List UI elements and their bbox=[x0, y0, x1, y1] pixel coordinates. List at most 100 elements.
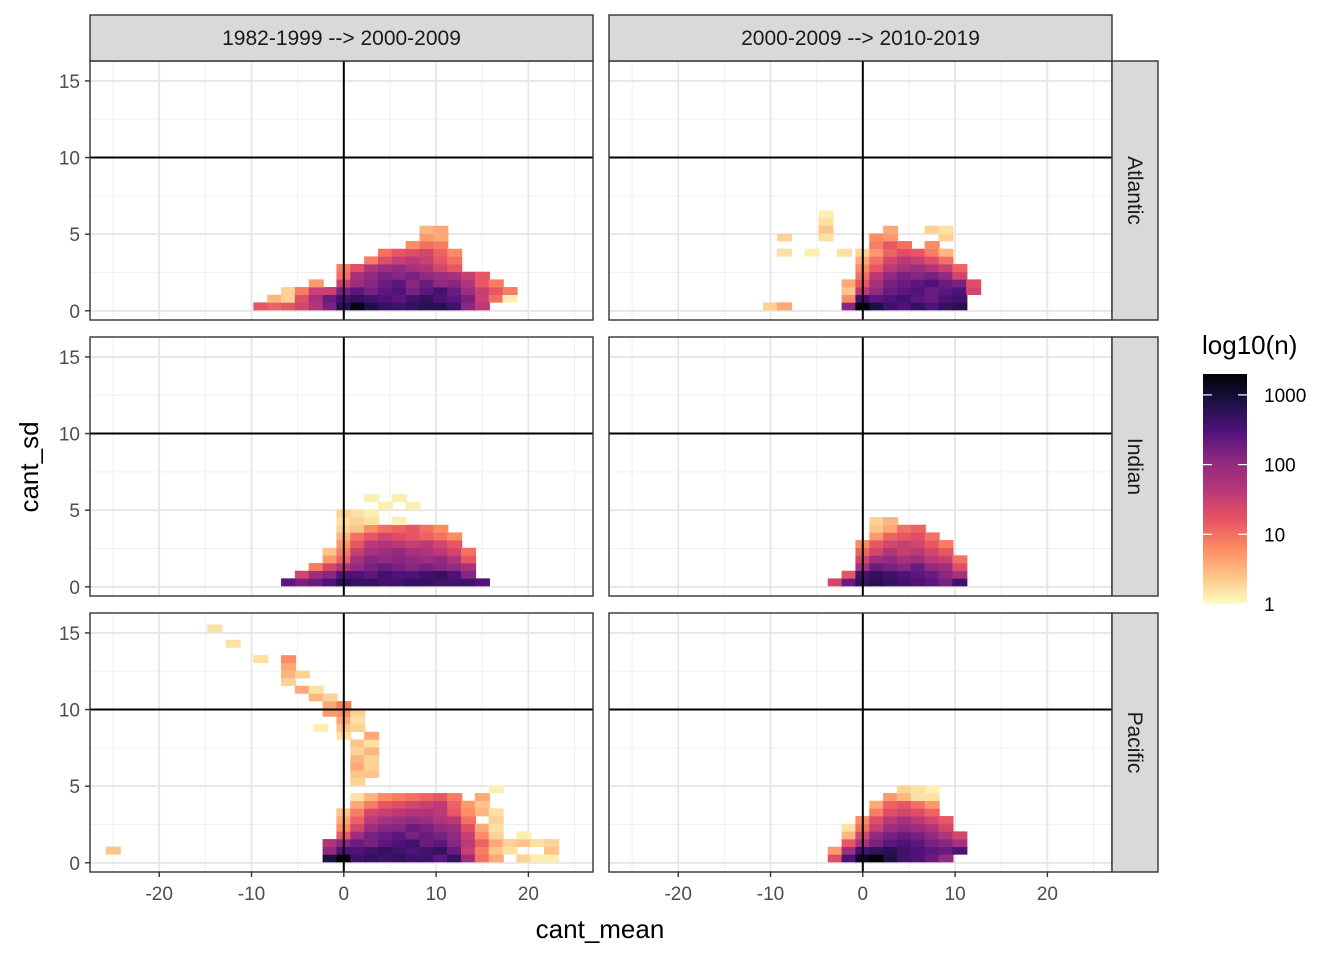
heatmap-bin bbox=[391, 578, 407, 587]
heatmap-bin bbox=[391, 271, 407, 280]
heatmap-bin bbox=[405, 302, 421, 311]
heatmap-bin bbox=[281, 302, 297, 311]
heatmap-bin bbox=[924, 532, 940, 541]
heatmap-bin bbox=[896, 532, 913, 541]
heatmap-bin bbox=[924, 287, 940, 296]
heatmap-bin bbox=[419, 302, 435, 311]
heatmap-bin bbox=[869, 241, 885, 250]
heatmap-bin bbox=[447, 578, 463, 587]
heatmap-bin bbox=[869, 816, 885, 825]
heatmap-bin bbox=[350, 793, 366, 802]
heatmap-bin bbox=[938, 823, 954, 832]
color-legend: log10(n) 1 10 100 1000 bbox=[1202, 330, 1306, 616]
heatmap-bin bbox=[896, 264, 913, 273]
heatmap-bin bbox=[488, 839, 504, 848]
heatmap-bin bbox=[924, 800, 940, 809]
heatmap-bin bbox=[308, 570, 324, 579]
heatmap-bin bbox=[405, 524, 421, 533]
heatmap-bin bbox=[419, 793, 435, 802]
row-strip bbox=[1111, 612, 1159, 873]
heatmap-bin bbox=[419, 225, 435, 234]
legend-tick-label: 1 bbox=[1264, 595, 1275, 616]
row-strip-label: Pacific bbox=[1123, 712, 1146, 774]
heatmap-bin bbox=[896, 555, 913, 564]
heatmap-bin bbox=[433, 563, 449, 572]
heatmap-bin bbox=[377, 248, 394, 257]
heatmap-bin bbox=[377, 555, 394, 564]
heatmap-bin bbox=[308, 279, 324, 288]
heatmap-bin bbox=[447, 800, 463, 809]
heatmap-bin bbox=[952, 570, 968, 579]
heatmap-bin bbox=[350, 808, 366, 817]
heatmap-bin bbox=[364, 555, 380, 564]
heatmap-bin bbox=[377, 578, 394, 587]
heatmap-bin bbox=[350, 724, 366, 733]
heatmap-bin bbox=[433, 241, 449, 250]
heatmap-bin bbox=[433, 578, 449, 587]
heatmap-bin bbox=[253, 655, 269, 664]
heatmap-bin bbox=[883, 264, 899, 273]
facet-strips: 1982-1999 --> 2000-2009 2000-2009 --> 201… bbox=[89, 14, 1159, 873]
heatmap-bin bbox=[377, 563, 394, 572]
heatmap-bin bbox=[391, 294, 407, 303]
heatmap-bin bbox=[391, 532, 407, 541]
heatmap-bin bbox=[350, 294, 366, 303]
heatmap-bin bbox=[377, 264, 394, 273]
heatmap-bin bbox=[544, 839, 560, 848]
heatmap-bin bbox=[419, 524, 435, 533]
heatmap-bin bbox=[502, 846, 518, 855]
heatmap-bin bbox=[896, 241, 913, 250]
heatmap-bin bbox=[924, 839, 940, 848]
heatmap-bin bbox=[461, 302, 477, 311]
panel-atlantic-1 bbox=[89, 60, 594, 321]
y-tick-label: 5 bbox=[69, 501, 80, 522]
panel-pacific-1 bbox=[89, 612, 594, 873]
heatmap-bin bbox=[281, 662, 297, 671]
y-tick-label: 0 bbox=[69, 854, 80, 875]
heatmap-bin bbox=[952, 264, 968, 273]
heatmap-bin bbox=[938, 831, 954, 840]
heatmap-bin bbox=[447, 294, 463, 303]
heatmap-bin bbox=[530, 839, 546, 848]
heatmap-bin bbox=[350, 708, 366, 717]
heatmap-bin bbox=[474, 793, 490, 802]
heatmap-bin bbox=[391, 854, 407, 863]
heatmap-bin bbox=[883, 570, 899, 579]
heatmap-bin bbox=[350, 770, 366, 779]
heatmap-bin bbox=[952, 294, 968, 303]
heatmap-bin bbox=[447, 547, 463, 556]
heatmap-bin bbox=[474, 578, 490, 587]
heatmap-bin bbox=[896, 808, 913, 817]
heatmap-bin bbox=[322, 563, 338, 572]
heatmap-bin bbox=[461, 816, 477, 825]
heatmap-bin bbox=[924, 241, 940, 250]
heatmap-bin bbox=[869, 524, 885, 533]
x-tick-label: -20 bbox=[664, 884, 691, 905]
panel-border bbox=[89, 612, 594, 873]
heatmap-bin bbox=[488, 846, 504, 855]
heatmap-bin bbox=[419, 823, 435, 832]
heatmap-bin bbox=[924, 808, 940, 817]
heatmap-bin bbox=[405, 287, 421, 296]
heatmap-bin bbox=[896, 823, 913, 832]
heatmap-bin bbox=[419, 241, 435, 250]
heatmap-bin bbox=[433, 524, 449, 533]
heatmap-bin bbox=[883, 823, 899, 832]
heatmap-bin bbox=[896, 839, 913, 848]
heatmap-bin bbox=[350, 777, 366, 786]
heatmap-bin bbox=[924, 279, 940, 288]
heatmap-bin bbox=[924, 271, 940, 280]
heatmap-bin bbox=[841, 846, 857, 855]
heatmap-bin bbox=[405, 501, 421, 510]
heatmap-bin bbox=[294, 670, 310, 679]
legend-tick-label: 100 bbox=[1264, 456, 1296, 477]
panel-border bbox=[89, 336, 594, 597]
x-tick-label: 0 bbox=[858, 884, 869, 905]
heatmap-bin bbox=[405, 823, 421, 832]
heatmap-bin bbox=[433, 256, 449, 265]
heatmap-bin bbox=[350, 762, 366, 771]
heatmap-bin bbox=[377, 540, 394, 549]
heatmap-bin bbox=[516, 831, 532, 840]
heatmap-bin bbox=[364, 823, 380, 832]
heatmap-bin bbox=[910, 302, 926, 311]
